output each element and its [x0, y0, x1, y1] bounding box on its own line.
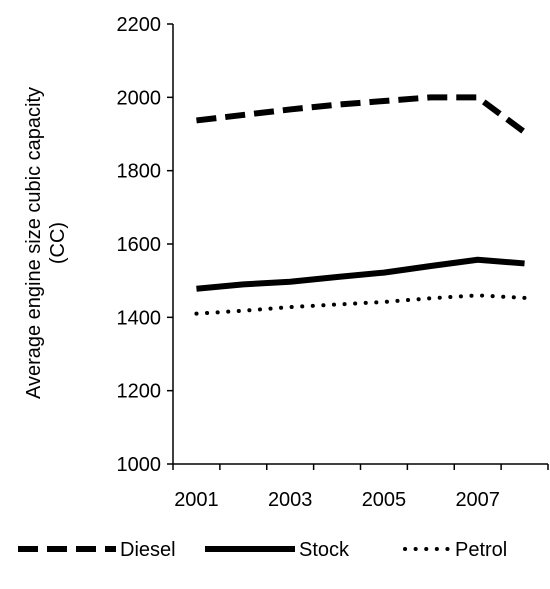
x-tick-label: 2003	[268, 489, 313, 511]
y-axis-title-line-2: (CC)	[47, 222, 69, 264]
legend-item-stock: Stock	[205, 539, 350, 561]
y-tick-label: 2200	[117, 14, 162, 36]
series-line-petrol	[194, 293, 527, 316]
legend-item-petrol: Petrol	[403, 539, 507, 561]
y-tick-label: 2000	[117, 87, 162, 109]
y-axis: 1000 1200 1400 1600 1800 2000 2200	[117, 14, 174, 476]
y-axis-title: Average engine size cubic capacity (CC)	[23, 87, 69, 399]
series-line-stock	[196, 256, 525, 292]
y-tick-label: 1800	[117, 161, 162, 183]
legend: Diesel Stock Petrol	[18, 539, 507, 561]
x-tick-label: 2005	[362, 489, 407, 511]
legend-label-petrol: Petrol	[455, 539, 507, 561]
y-tick-label: 1400	[117, 307, 162, 329]
series-line-diesel	[196, 94, 527, 135]
y-axis-title-line-1: Average engine size cubic capacity	[23, 87, 45, 399]
plot-series	[194, 94, 527, 316]
x-tick-label: 2007	[455, 489, 500, 511]
y-tick-label: 1600	[117, 234, 162, 256]
legend-item-diesel: Diesel	[18, 539, 176, 561]
legend-label-diesel: Diesel	[120, 539, 176, 561]
legend-label-stock: Stock	[299, 539, 350, 561]
x-tick-label: 2001	[174, 489, 219, 511]
y-tick-label: 1200	[117, 381, 162, 403]
y-tick-label: 1000	[117, 454, 162, 476]
x-axis: 2001 2003 2005 2007	[172, 463, 549, 511]
